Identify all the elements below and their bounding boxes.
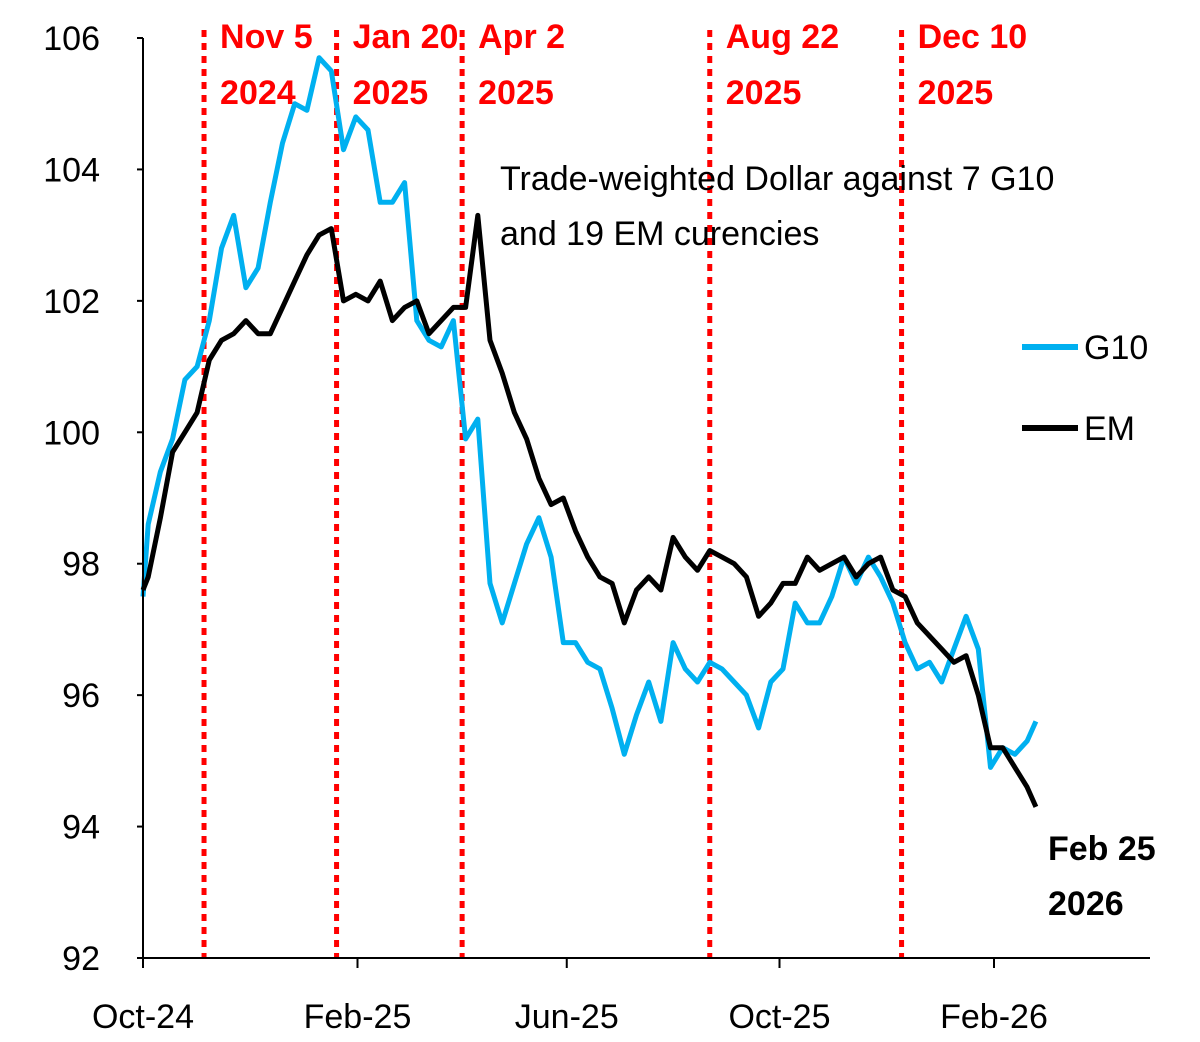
y-tick-label: 98 bbox=[62, 546, 100, 584]
y-tick-label: 96 bbox=[62, 677, 100, 715]
y-tick-label: 100 bbox=[43, 414, 100, 452]
x-tick-label: Oct-25 bbox=[728, 998, 830, 1036]
annotation-line-1: Trade-weighted Dollar against 7 G10 bbox=[500, 160, 1054, 198]
event-label: Aug 22 bbox=[726, 18, 839, 56]
event-label: 2025 bbox=[478, 74, 554, 112]
event-label: Dec 10 bbox=[918, 18, 1028, 56]
y-tick-label: 106 bbox=[43, 20, 100, 58]
y-tick-labels: 92 94 96 98 100 102 104 106 bbox=[43, 20, 143, 978]
event-label: 2025 bbox=[726, 74, 802, 112]
x-tick-labels: Oct-24 Feb-25 Jun-25 Oct-25 Feb-26 bbox=[92, 958, 1048, 1036]
end-label-line-1: Feb 25 bbox=[1048, 830, 1156, 868]
event-label: Nov 5 bbox=[220, 18, 313, 56]
y-tick-label: 102 bbox=[43, 283, 100, 321]
end-label-line-2: 2026 bbox=[1048, 885, 1124, 923]
x-tick-label: Feb-25 bbox=[304, 998, 412, 1036]
series-lines bbox=[140, 55, 1039, 808]
legend: G10 EM bbox=[1022, 329, 1148, 448]
event-label: 2025 bbox=[353, 74, 429, 112]
legend-label-g10: G10 bbox=[1084, 329, 1148, 367]
x-tick-label: Oct-24 bbox=[92, 998, 194, 1036]
y-tick-label: 92 bbox=[62, 940, 100, 978]
annotation-line-2: and 19 EM curencies bbox=[500, 215, 819, 253]
event-markers: Nov 5 2024 Jan 20 2025 Apr 2 2025 Aug 22 2025 De… bbox=[201, 18, 1028, 958]
y-tick-label: 94 bbox=[62, 809, 100, 847]
event-label: 2024 bbox=[220, 74, 296, 112]
event-label: Jan 20 bbox=[353, 18, 459, 56]
legend-label-em: EM bbox=[1084, 410, 1135, 448]
event-label: 2025 bbox=[918, 74, 994, 112]
axes bbox=[142, 38, 1150, 959]
x-tick-label: Jun-25 bbox=[515, 998, 619, 1036]
y-tick-label: 104 bbox=[43, 151, 100, 189]
x-tick-label: Feb-26 bbox=[940, 998, 1048, 1036]
event-label: Apr 2 bbox=[478, 18, 565, 56]
